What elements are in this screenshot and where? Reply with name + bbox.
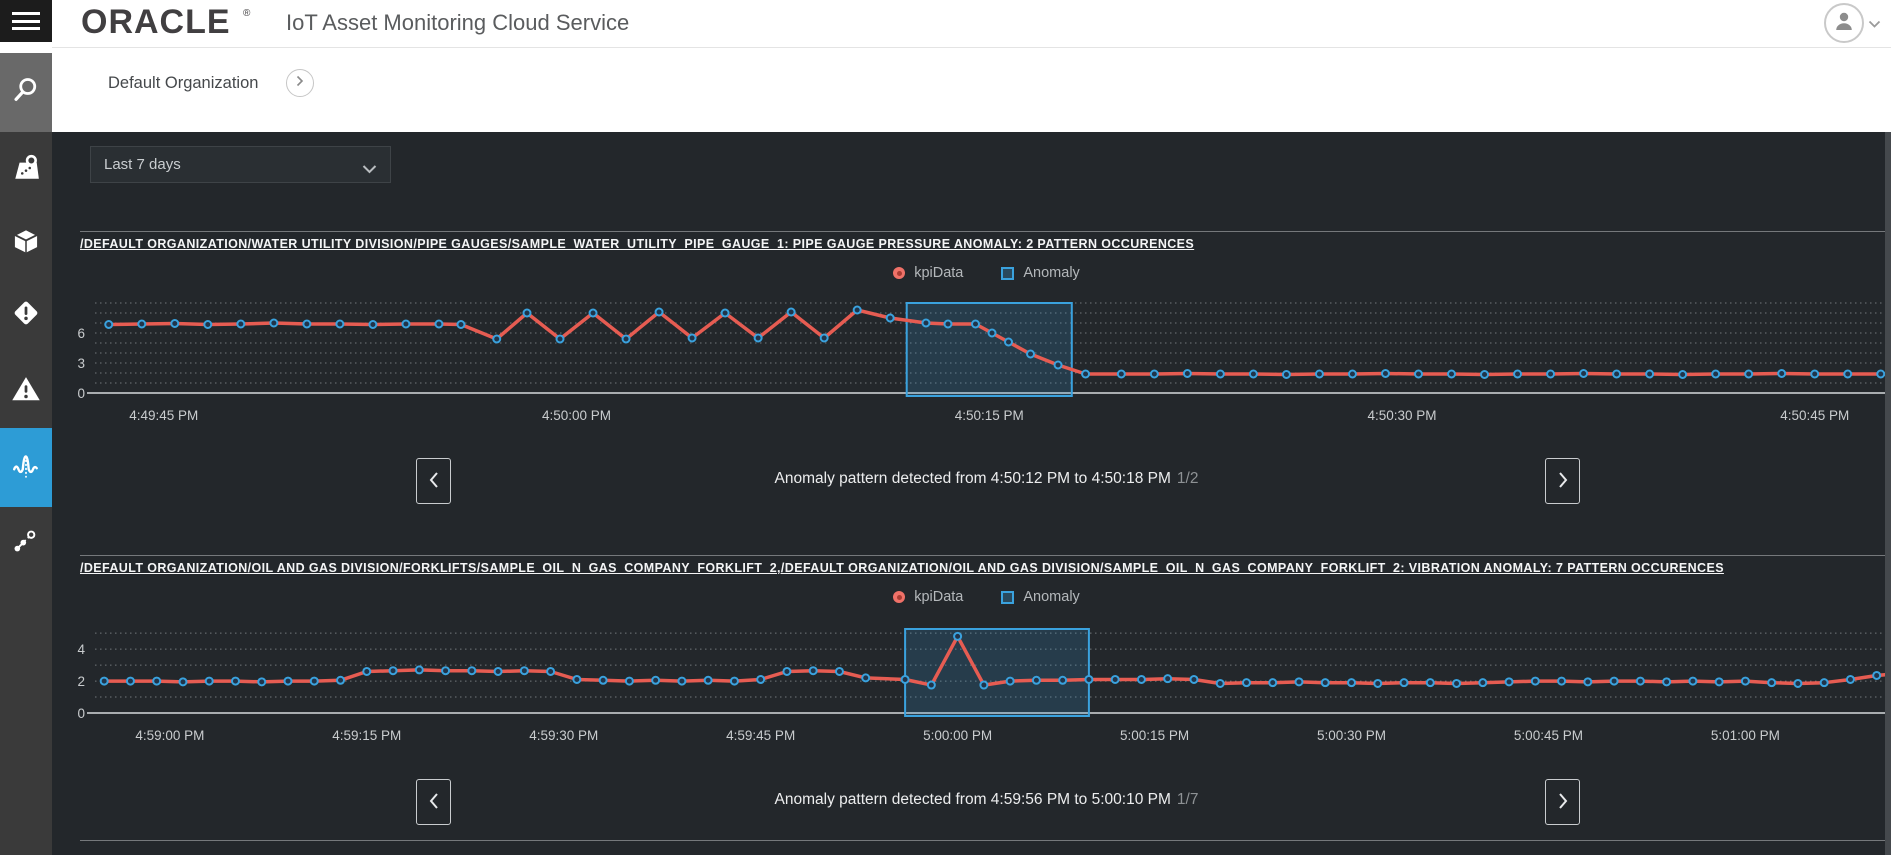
svg-text:6: 6 (77, 326, 85, 341)
anomaly-series-marker-icon (1001, 590, 1015, 604)
svg-text:4: 4 (77, 642, 85, 657)
svg-text:5:00:00 PM: 5:00:00 PM (923, 728, 992, 743)
anomaly-waveform-icon (12, 451, 40, 484)
anomaly-pattern-count: 1/2 (1176, 470, 1199, 487)
svg-text:5:00:15 PM: 5:00:15 PM (1120, 728, 1189, 743)
anomaly-pattern-status: Anomaly pattern detected from 4:59:56 PM… (95, 791, 1878, 809)
legend-label: kpiData (914, 589, 964, 605)
prev-anomaly-button[interactable] (416, 779, 451, 825)
user-menu-button[interactable] (1824, 3, 1864, 43)
anomaly-pattern-text: Anomaly pattern detected from 4:50:12 PM… (774, 470, 1171, 487)
menu-button[interactable] (0, 0, 52, 42)
svg-text:3: 3 (77, 356, 85, 371)
sidebar-item-anomalies[interactable] (0, 428, 52, 507)
sidebar-item-search[interactable] (0, 53, 52, 132)
trend-prediction-icon (13, 528, 39, 559)
legend-label: Anomaly (1023, 265, 1080, 281)
section-divider (80, 840, 1891, 841)
svg-text:4:59:30 PM: 4:59:30 PM (529, 728, 598, 743)
chevron-left-icon (428, 792, 440, 813)
kpi-series-marker-icon (893, 591, 906, 603)
svg-text:4:59:15 PM: 4:59:15 PM (332, 728, 401, 743)
kpi-series-marker-icon (893, 267, 906, 279)
anomaly-pattern-status: Anomaly pattern detected from 4:50:12 PM… (95, 470, 1878, 488)
section-divider (80, 231, 1891, 232)
sidebar (0, 0, 52, 855)
legend-label: Anomaly (1023, 589, 1080, 605)
chevron-left-icon (428, 471, 440, 492)
chart-legend: kpiData Anomaly (95, 265, 1878, 281)
time-range-select[interactable]: Last 7 days (90, 146, 391, 183)
sidebar-item-incidents[interactable] (0, 287, 52, 343)
registered-mark: ® (243, 8, 251, 19)
svg-text:4:50:30 PM: 4:50:30 PM (1367, 408, 1436, 423)
sidebar-item-predictions[interactable] (0, 515, 52, 571)
chart-title-link[interactable]: /DEFAULT ORGANIZATION/OIL AND GAS DIVISI… (80, 561, 1724, 575)
svg-text:4:50:45 PM: 4:50:45 PM (1780, 408, 1849, 423)
oracle-logo: ORACLE (81, 3, 231, 41)
svg-text:4:59:00 PM: 4:59:00 PM (135, 728, 204, 743)
sidebar-item-map[interactable] (0, 142, 52, 198)
svg-text:5:00:45 PM: 5:00:45 PM (1514, 728, 1583, 743)
legend-item-kpidata[interactable]: kpiData (893, 589, 963, 605)
breadcrumb-organization[interactable]: Default Organization (108, 74, 259, 92)
svg-text:4:59:45 PM: 4:59:45 PM (726, 728, 795, 743)
diamond-exclamation-icon (11, 298, 41, 333)
app-title: IoT Asset Monitoring Cloud Service (286, 10, 630, 35)
chart-legend: kpiData Anomaly (95, 589, 1878, 605)
svg-text:4:50:00 PM: 4:50:00 PM (542, 408, 611, 423)
svg-text:5:00:30 PM: 5:00:30 PM (1317, 728, 1386, 743)
warning-triangle-icon (11, 374, 41, 409)
svg-text:2: 2 (77, 674, 85, 689)
chevron-right-icon (1557, 471, 1569, 492)
search-icon (12, 76, 40, 109)
package-box-icon (12, 227, 40, 260)
svg-text:4:50:15 PM: 4:50:15 PM (955, 408, 1024, 423)
prev-anomaly-button[interactable] (416, 458, 451, 504)
chevron-right-icon (1557, 792, 1569, 813)
breadcrumb-bar: Default Organization (52, 47, 1891, 132)
sidebar-item-assets[interactable] (0, 215, 52, 271)
chevron-down-icon (362, 161, 377, 179)
section-divider (80, 555, 1891, 556)
anomaly-series-marker-icon (1001, 266, 1015, 280)
legend-item-anomaly[interactable]: Anomaly (1001, 265, 1080, 281)
chevron-right-icon (296, 74, 304, 92)
legend-item-anomaly[interactable]: Anomaly (1001, 589, 1080, 605)
time-range-value: Last 7 days (104, 156, 181, 173)
app-header: ORACLE ® IoT Asset Monitoring Cloud Serv… (0, 0, 1891, 48)
svg-text:4:49:45 PM: 4:49:45 PM (129, 408, 198, 423)
sidebar-header-gap (0, 42, 52, 53)
legend-item-kpidata[interactable]: kpiData (893, 265, 963, 281)
next-anomaly-button[interactable] (1545, 779, 1580, 825)
user-menu-caret-icon[interactable] (1868, 16, 1881, 34)
svg-text:0: 0 (77, 386, 85, 401)
chart-title-link[interactable]: /DEFAULT ORGANIZATION/WATER UTILITY DIVI… (80, 237, 1195, 251)
map-icon (11, 153, 41, 188)
user-avatar-icon (1832, 9, 1856, 38)
next-anomaly-button[interactable] (1545, 458, 1580, 504)
svg-text:0: 0 (77, 706, 85, 721)
legend-label: kpiData (914, 265, 964, 281)
scrollbar[interactable] (1885, 132, 1891, 855)
anomaly-pattern-count: 1/7 (1176, 791, 1199, 808)
sidebar-item-alerts[interactable] (0, 363, 52, 419)
breadcrumb-expand-button[interactable] (286, 69, 314, 97)
svg-text:5:01:00 PM: 5:01:00 PM (1711, 728, 1780, 743)
anomaly-pattern-text: Anomaly pattern detected from 4:59:56 PM… (774, 791, 1171, 808)
